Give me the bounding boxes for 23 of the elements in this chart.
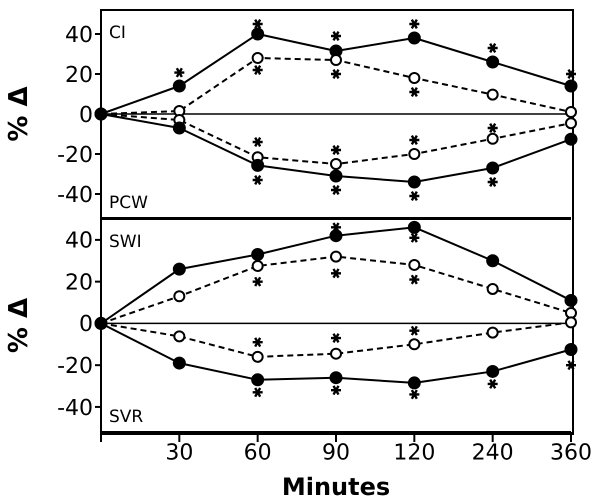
x-tick-label: 360 xyxy=(550,440,592,466)
x-tick-label: 240 xyxy=(472,440,514,466)
y-tick-label: -40 xyxy=(57,182,93,208)
y-tick-label: 20 xyxy=(65,270,93,296)
x-axis-title: Minutes xyxy=(282,473,390,497)
y-axis-title: % Δ xyxy=(4,86,34,142)
y-tick-label: 0 xyxy=(79,102,93,128)
y-tick-label: 40 xyxy=(65,228,93,254)
x-tick-label: 30 xyxy=(165,440,194,466)
y-tick-label: 0 xyxy=(79,312,93,338)
y-tick-label: -40 xyxy=(57,396,93,421)
x-tick-label: 90 xyxy=(322,440,350,466)
y-axis-title: % Δ xyxy=(4,298,34,354)
y-tick-label: -20 xyxy=(57,354,93,379)
annotation: SWI xyxy=(109,232,142,252)
x-tick-label: 120 xyxy=(393,440,436,466)
annotation: PCW xyxy=(109,193,148,213)
y-tick-label: 20 xyxy=(65,62,93,88)
annotation: SVR xyxy=(109,407,144,427)
y-tick-label: 40 xyxy=(65,22,93,48)
x-tick-label: 60 xyxy=(244,440,272,466)
annotation: CI xyxy=(109,23,126,43)
y-tick-label: -20 xyxy=(57,142,93,168)
